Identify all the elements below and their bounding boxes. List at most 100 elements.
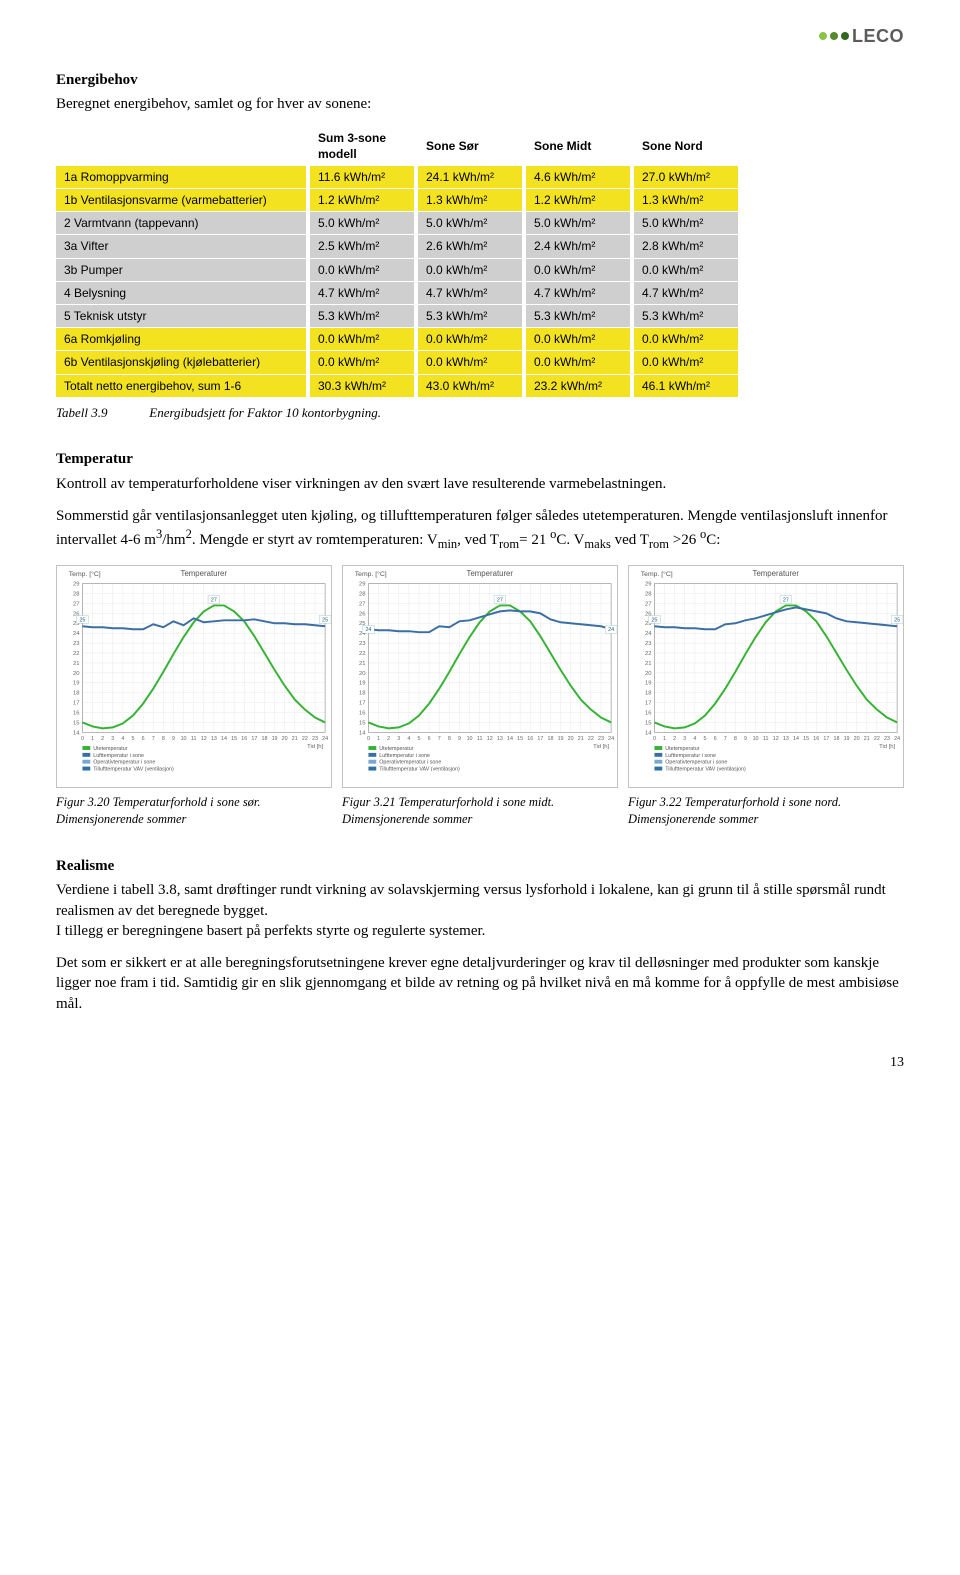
table-cell: 23.2 kWh/m²: [524, 374, 632, 397]
paragraph-temp-2: Sommerstid går ventilasjonsanlegget uten…: [56, 506, 904, 553]
svg-text:Lufttemperatur i sone: Lufttemperatur i sone: [665, 753, 716, 759]
svg-text:21: 21: [645, 661, 652, 667]
svg-text:7: 7: [724, 736, 727, 742]
table-cell: 5.0 kWh/m²: [416, 212, 524, 235]
svg-text:22: 22: [73, 651, 80, 657]
svg-text:Utetemperatur: Utetemperatur: [379, 746, 414, 752]
table-row: 5 Teknisk utstyr5.3 kWh/m²5.3 kWh/m²5.3 …: [56, 305, 740, 328]
svg-text:16: 16: [527, 736, 533, 742]
energy-table: Sum 3-sone modellSone SørSone MidtSone N…: [56, 127, 742, 398]
table-cell: 4.7 kWh/m²: [632, 281, 740, 304]
row-label: 6b Ventilasjonskjøling (kjølebatterier): [56, 351, 308, 374]
svg-text:19: 19: [272, 736, 278, 742]
svg-text:Tillufttemperatur VAV (ventila: Tillufttemperatur VAV (ventilasjon): [93, 766, 174, 772]
svg-text:1: 1: [663, 736, 666, 742]
svg-text:20: 20: [73, 671, 80, 677]
svg-text:23: 23: [312, 736, 318, 742]
svg-text:14: 14: [645, 730, 652, 736]
svg-text:Temp. [°C]: Temp. [°C]: [69, 570, 101, 578]
svg-text:16: 16: [241, 736, 247, 742]
svg-text:9: 9: [172, 736, 175, 742]
table-row: 3b Pumper0.0 kWh/m²0.0 kWh/m²0.0 kWh/m²0…: [56, 258, 740, 281]
table-cell: 0.0 kWh/m²: [632, 328, 740, 351]
table-cell: 1.2 kWh/m²: [524, 189, 632, 212]
svg-text:15: 15: [517, 736, 523, 742]
svg-text:20: 20: [645, 671, 652, 677]
table-cell: 46.1 kWh/m²: [632, 374, 740, 397]
svg-text:19: 19: [844, 736, 850, 742]
table-cell: 11.6 kWh/m²: [308, 165, 416, 188]
svg-text:15: 15: [803, 736, 809, 742]
svg-text:20: 20: [568, 736, 574, 742]
svg-text:19: 19: [558, 736, 564, 742]
svg-text:17: 17: [359, 700, 366, 706]
table-cell: 5.3 kWh/m²: [416, 305, 524, 328]
svg-text:Operativtemperatur i sone: Operativtemperatur i sone: [379, 760, 441, 766]
svg-text:Temp. [°C]: Temp. [°C]: [355, 570, 387, 578]
table-cell: 0.0 kWh/m²: [416, 258, 524, 281]
svg-text:Operativtemperatur i sone: Operativtemperatur i sone: [93, 760, 155, 766]
table-row: 6a Romkjøling0.0 kWh/m²0.0 kWh/m²0.0 kWh…: [56, 328, 740, 351]
table-row: 4 Belysning4.7 kWh/m²4.7 kWh/m²4.7 kWh/m…: [56, 281, 740, 304]
table-cell: 5.0 kWh/m²: [632, 212, 740, 235]
row-label: 4 Belysning: [56, 281, 308, 304]
svg-text:6: 6: [428, 736, 431, 742]
svg-text:13: 13: [497, 736, 503, 742]
table-cell: 0.0 kWh/m²: [416, 328, 524, 351]
table-cell: 0.0 kWh/m²: [416, 351, 524, 374]
svg-text:19: 19: [359, 681, 366, 687]
logo-text: LECO: [852, 24, 904, 48]
table-header: [56, 127, 308, 166]
table-cell: 2.4 kWh/m²: [524, 235, 632, 258]
table-cell: 2.6 kWh/m²: [416, 235, 524, 258]
svg-text:17: 17: [537, 736, 543, 742]
svg-text:15: 15: [73, 720, 80, 726]
svg-text:2: 2: [101, 736, 104, 742]
svg-text:3: 3: [683, 736, 686, 742]
svg-text:6: 6: [714, 736, 717, 742]
svg-text:Tid [h]: Tid [h]: [307, 744, 323, 750]
svg-text:Tid [h]: Tid [h]: [593, 744, 609, 750]
svg-text:4: 4: [407, 736, 410, 742]
row-label: 5 Teknisk utstyr: [56, 305, 308, 328]
table-header: Sone Nord: [632, 127, 740, 166]
svg-text:10: 10: [467, 736, 473, 742]
svg-text:24: 24: [73, 631, 80, 637]
table-cell: 0.0 kWh/m²: [632, 258, 740, 281]
svg-text:20: 20: [282, 736, 288, 742]
svg-text:Utetemperatur: Utetemperatur: [665, 746, 700, 752]
svg-text:10: 10: [181, 736, 187, 742]
table-cell: 0.0 kWh/m²: [632, 351, 740, 374]
table-cell: 43.0 kWh/m²: [416, 374, 524, 397]
table-caption-text: Energibudsjett for Faktor 10 kontorbygni…: [149, 405, 381, 420]
table-row: Totalt netto energibehov, sum 1-630.3 kW…: [56, 374, 740, 397]
table-cell: 5.3 kWh/m²: [308, 305, 416, 328]
table-row: 2 Varmtvann (tappevann)5.0 kWh/m²5.0 kWh…: [56, 212, 740, 235]
svg-text:6: 6: [142, 736, 145, 742]
svg-text:21: 21: [578, 736, 584, 742]
svg-text:17: 17: [73, 700, 80, 706]
svg-text:8: 8: [734, 736, 737, 742]
table-header: Sum 3-sone modell: [308, 127, 416, 166]
table-cell: 5.0 kWh/m²: [524, 212, 632, 235]
svg-text:Temperaturer: Temperaturer: [467, 569, 514, 578]
table-cell: 0.0 kWh/m²: [524, 258, 632, 281]
svg-text:25: 25: [79, 617, 85, 623]
table-row: 3a Vifter2.5 kWh/m²2.6 kWh/m²2.4 kWh/m²2…: [56, 235, 740, 258]
svg-text:Tillufttemperatur VAV (ventila: Tillufttemperatur VAV (ventilasjon): [665, 766, 746, 772]
svg-text:17: 17: [823, 736, 829, 742]
svg-text:16: 16: [645, 710, 652, 716]
svg-text:14: 14: [359, 730, 366, 736]
table-cell: 0.0 kWh/m²: [308, 258, 416, 281]
svg-text:18: 18: [73, 691, 80, 697]
svg-text:24: 24: [645, 631, 652, 637]
svg-text:24: 24: [608, 736, 614, 742]
svg-text:22: 22: [874, 736, 880, 742]
svg-text:2: 2: [387, 736, 390, 742]
logo-dot-icon: [819, 32, 827, 40]
paragraph-real-3: Det som er sikkert er at alle beregnings…: [56, 953, 904, 1014]
svg-text:11: 11: [191, 736, 197, 742]
heading-energibehov: Energibehov: [56, 70, 904, 90]
svg-text:25: 25: [651, 617, 657, 623]
heading-realisme: Realisme: [56, 856, 904, 876]
